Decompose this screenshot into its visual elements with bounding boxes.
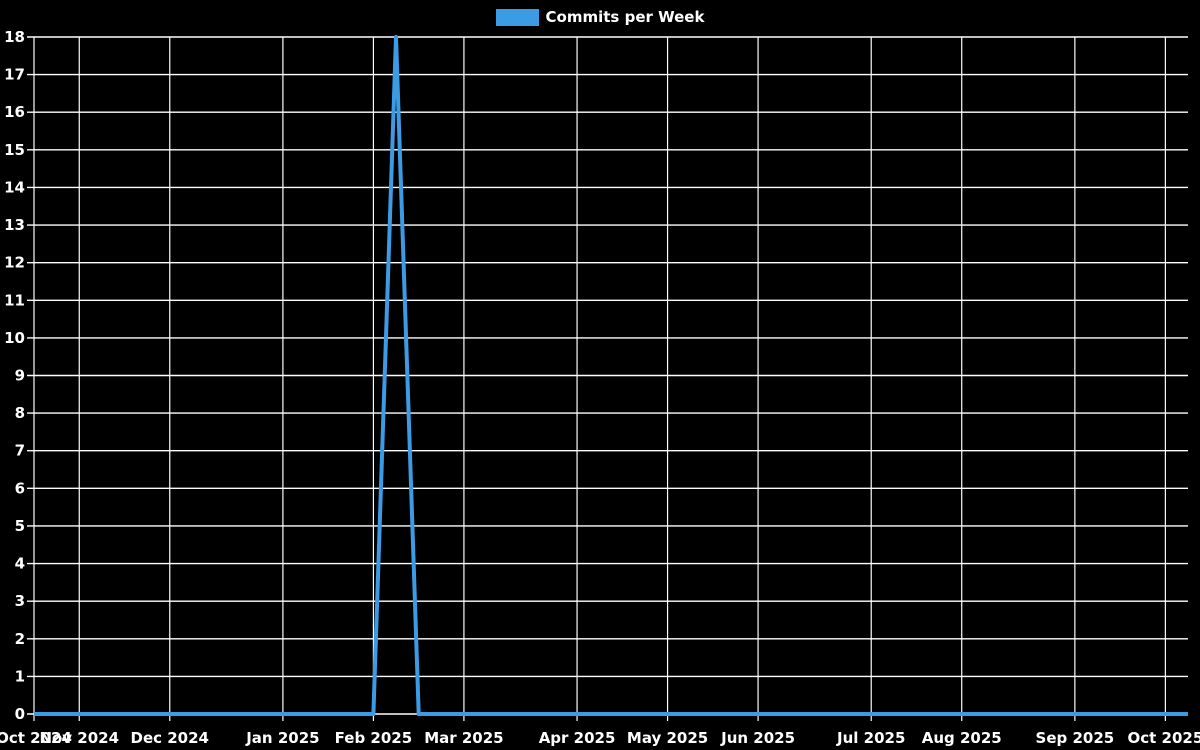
- y-tick-label: 0: [15, 705, 25, 723]
- chart-legend[interactable]: Commits per Week: [0, 9, 1200, 26]
- x-tick-label: Oct 2025: [1127, 729, 1200, 747]
- x-tick-label: Apr 2025: [539, 729, 616, 747]
- y-tick-label: 2: [15, 630, 25, 648]
- x-tick-label: Feb 2025: [335, 729, 413, 747]
- y-tick-label: 10: [4, 329, 25, 347]
- x-tick-label: Dec 2024: [131, 729, 210, 747]
- x-tick-label: Oct 2024: [0, 729, 72, 747]
- y-tick-label: 17: [4, 66, 25, 84]
- y-tick-label: 18: [4, 28, 25, 46]
- x-tick-label: Jan 2025: [245, 729, 319, 747]
- x-tick-label: May 2025: [627, 729, 708, 747]
- x-tick-label: Mar 2025: [424, 729, 503, 747]
- legend-swatch: [495, 9, 539, 26]
- y-tick-label: 15: [4, 141, 25, 159]
- y-tick-label: 14: [4, 178, 25, 196]
- y-tick-label: 7: [15, 442, 25, 460]
- y-tick-label: 5: [15, 517, 25, 535]
- x-tick-label: Jun 2025: [720, 729, 795, 747]
- y-tick-label: 3: [15, 592, 25, 610]
- commits-series-line: [34, 35, 1188, 716]
- y-tick-label: 9: [15, 367, 25, 385]
- y-tick-label: 1: [15, 667, 25, 685]
- legend-label: Commits per Week: [545, 8, 705, 26]
- y-tick-label: 6: [15, 479, 25, 497]
- y-tick-label: 4: [15, 555, 25, 573]
- x-tick-label: Sep 2025: [1036, 729, 1115, 747]
- y-tick-label: 16: [4, 103, 25, 121]
- y-tick-label: 11: [4, 291, 25, 309]
- x-tick-label: Aug 2025: [922, 729, 1002, 747]
- y-tick-label: 13: [4, 216, 25, 234]
- x-tick-label: Jul 2025: [836, 729, 905, 747]
- x-tick-label: Nov 2024: [39, 729, 119, 747]
- y-tick-label: 12: [4, 254, 25, 272]
- y-tick-label: 8: [15, 404, 25, 422]
